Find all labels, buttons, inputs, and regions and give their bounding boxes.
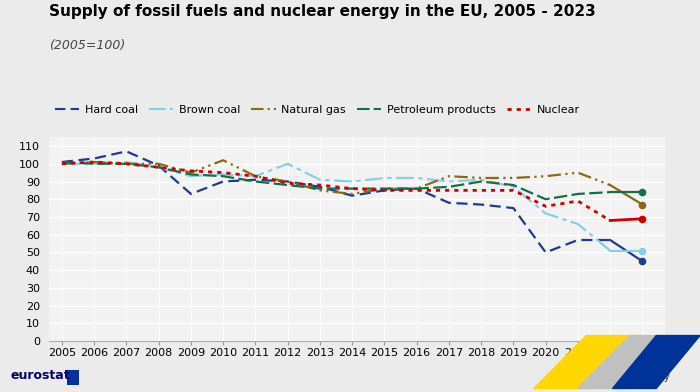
Legend: Hard coal, Brown coal, Natural gas, Petroleum products, Nuclear: Hard coal, Brown coal, Natural gas, Petr… — [55, 105, 580, 115]
Polygon shape — [612, 336, 700, 388]
Text: Supply of fossil fuels and nuclear energy in the EU, 2005 - 2023: Supply of fossil fuels and nuclear energ… — [49, 4, 596, 19]
Polygon shape — [533, 336, 638, 388]
Text: (2005=100): (2005=100) — [49, 39, 125, 52]
Polygon shape — [578, 336, 673, 388]
Text: eurostat: eurostat — [10, 369, 70, 382]
Text: preliminary: preliminary — [615, 372, 671, 381]
